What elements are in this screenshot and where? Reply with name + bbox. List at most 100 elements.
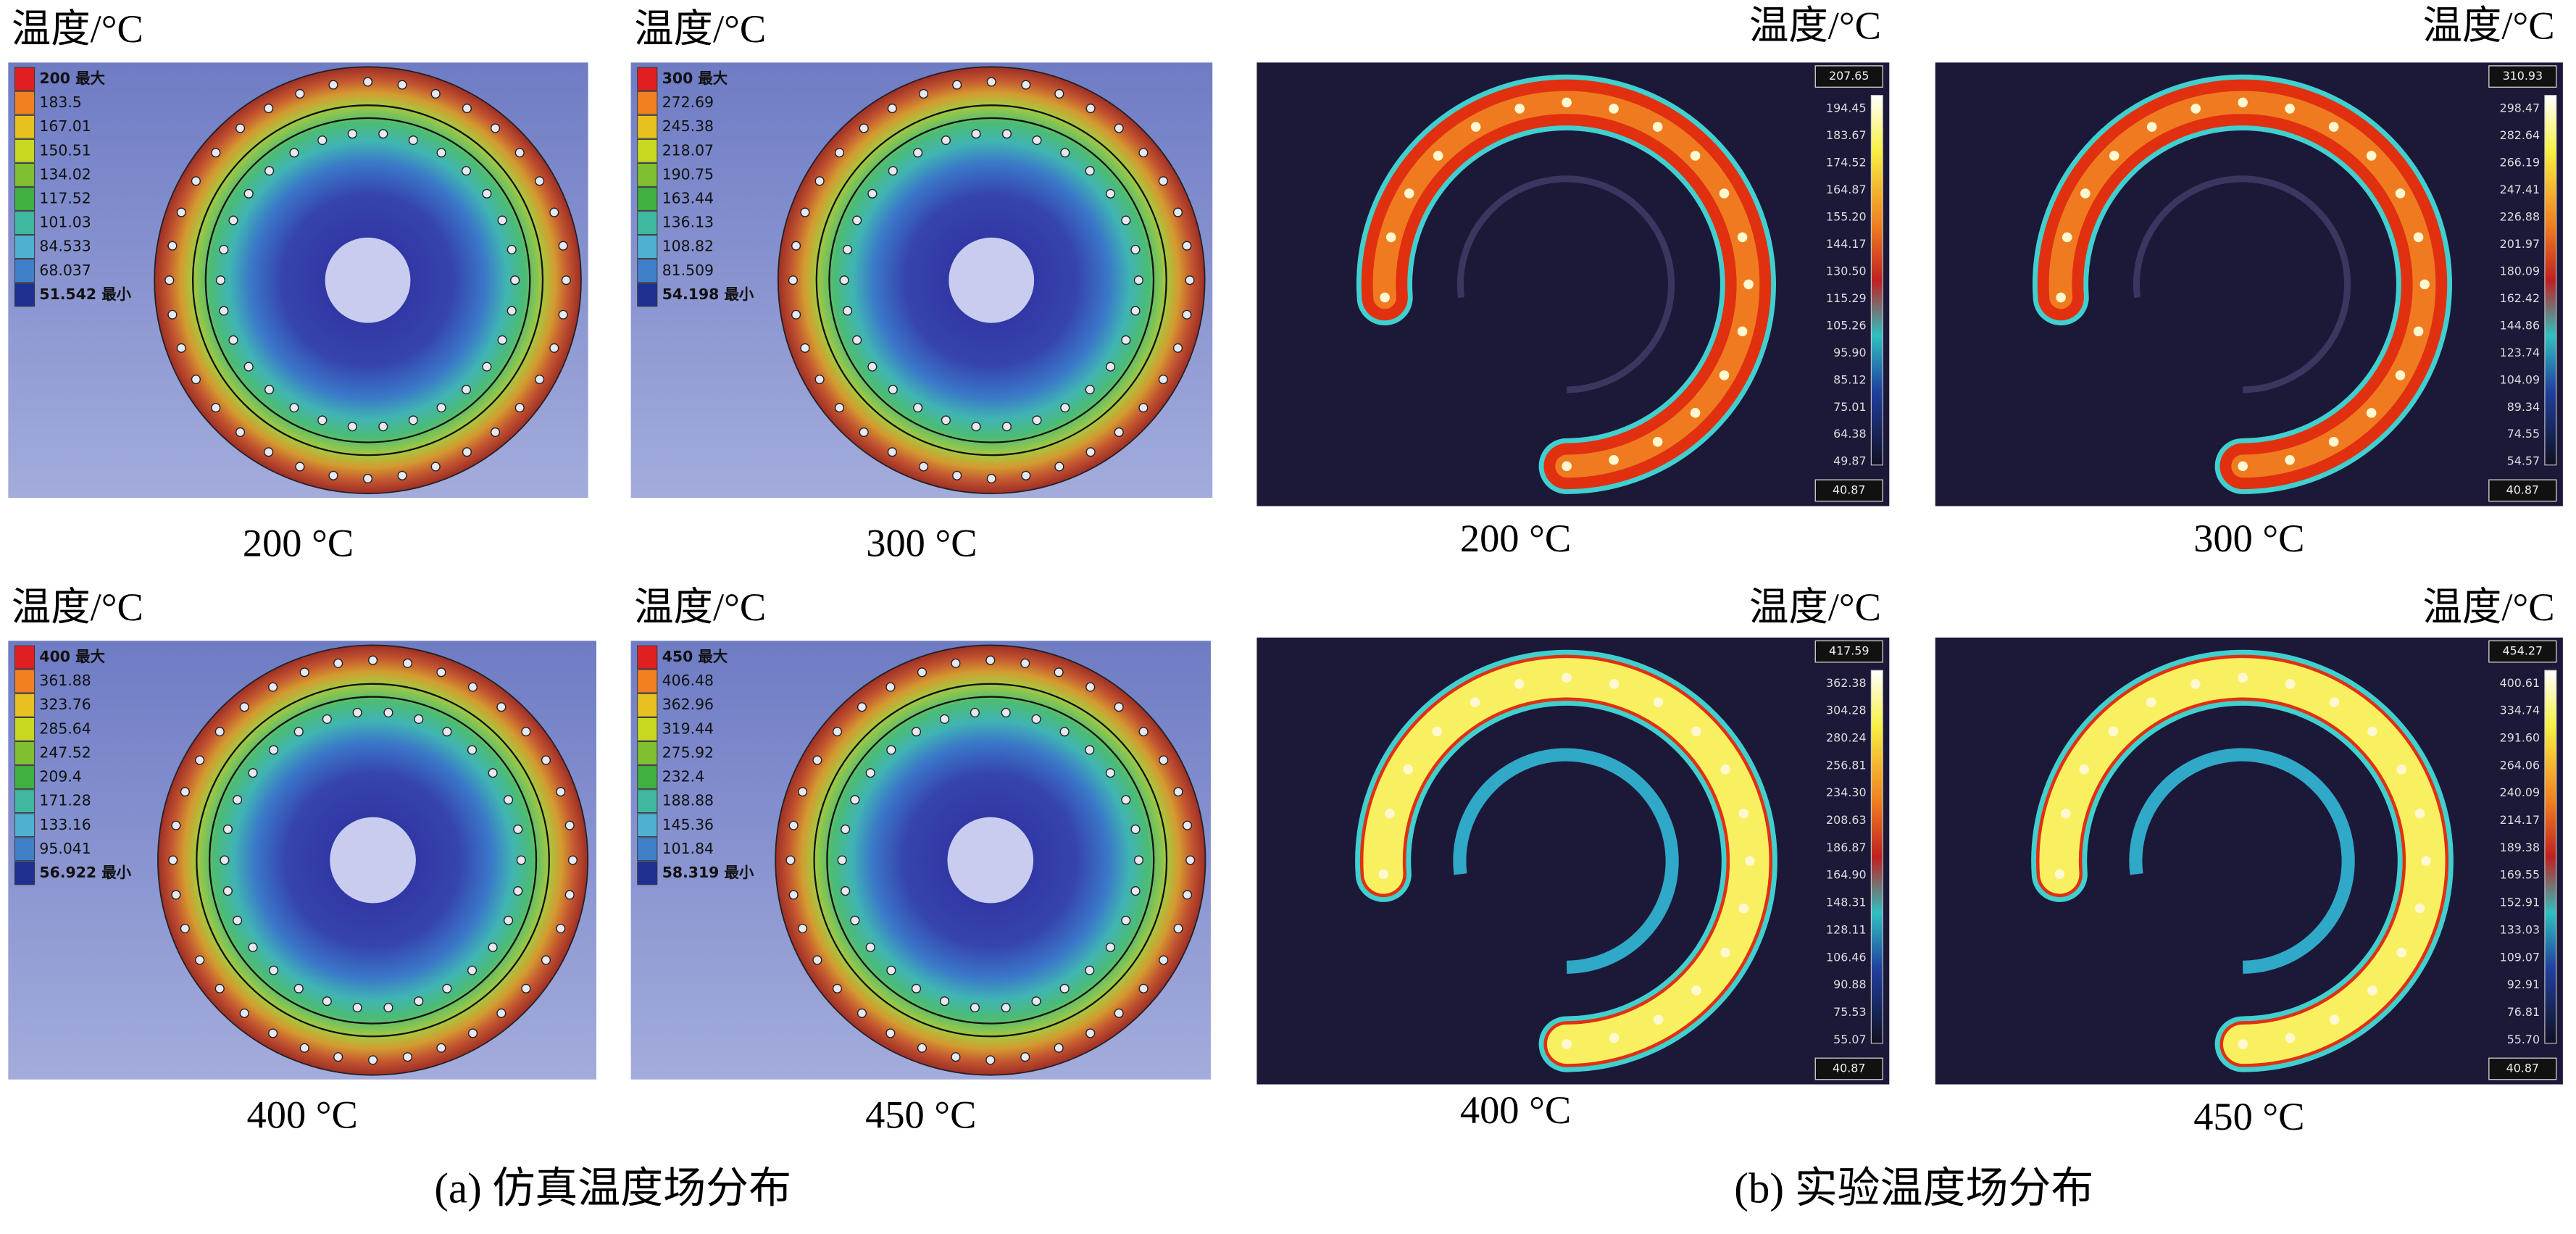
legend-swatch bbox=[14, 861, 36, 885]
panel-title: 温度/°C bbox=[2423, 585, 2555, 629]
bolt-hole bbox=[430, 462, 441, 472]
bolt-hole bbox=[243, 362, 254, 372]
bolt-hole bbox=[887, 447, 897, 457]
heat-dot bbox=[2285, 679, 2296, 689]
legend-label: 400 最大 bbox=[39, 648, 105, 665]
legend-swatch bbox=[14, 211, 36, 235]
bolt-hole bbox=[219, 306, 229, 316]
scale-label: 164.87 bbox=[1826, 183, 1867, 196]
heat-dot bbox=[2366, 408, 2377, 418]
bolt-hole bbox=[1085, 965, 1095, 975]
bolt-hole bbox=[295, 88, 305, 99]
bolt-hole bbox=[1059, 727, 1070, 737]
legend-label: 136.13 bbox=[662, 214, 714, 231]
min-label: 40.87 bbox=[2506, 483, 2539, 496]
min-box bbox=[1814, 479, 1883, 502]
heat-dot bbox=[2329, 1014, 2340, 1025]
bolt-hole bbox=[228, 215, 238, 225]
legend-swatch bbox=[637, 211, 658, 235]
heat-dot bbox=[2413, 326, 2424, 337]
bolt-hole bbox=[171, 820, 181, 830]
bolt-hole bbox=[293, 727, 304, 737]
legend-label: 232.4 bbox=[662, 768, 704, 785]
legend-label: 188.88 bbox=[662, 792, 714, 809]
heat-dot bbox=[1562, 1039, 1572, 1049]
panel-caption: 400 °C bbox=[1460, 1088, 1571, 1132]
legend-swatch bbox=[14, 163, 36, 187]
bolt-hole bbox=[176, 343, 186, 353]
scale-label: 169.55 bbox=[2500, 868, 2540, 882]
bolt-hole bbox=[1020, 658, 1030, 668]
bolt-hole bbox=[888, 385, 898, 395]
scale-label: 109.07 bbox=[2500, 950, 2540, 964]
bolt-hole bbox=[850, 915, 860, 925]
heat-dot bbox=[1378, 869, 1389, 880]
legend-swatch bbox=[637, 693, 658, 717]
scale-label: 133.03 bbox=[2500, 922, 2540, 936]
bolt-hole bbox=[1130, 244, 1141, 255]
bolt-hole bbox=[317, 135, 328, 146]
legend-label: 450 最大 bbox=[662, 648, 728, 665]
scale-label: 226.88 bbox=[2500, 209, 2540, 223]
min-box bbox=[2488, 479, 2557, 502]
bolt-hole bbox=[850, 795, 860, 805]
legend-label: 323.76 bbox=[39, 696, 91, 713]
legend-label: 81.509 bbox=[662, 262, 714, 279]
bolt-hole bbox=[228, 335, 238, 345]
inner-arc bbox=[1456, 175, 1675, 393]
heat-dot bbox=[1652, 436, 1663, 447]
heat-dot bbox=[2395, 370, 2406, 380]
bolt-hole bbox=[328, 470, 338, 480]
bolt-hole bbox=[856, 702, 867, 712]
heat-dot bbox=[1690, 151, 1701, 161]
bolt-hole bbox=[378, 422, 388, 432]
legend-swatch bbox=[14, 813, 36, 838]
bolt-hole bbox=[911, 727, 922, 737]
bolt-hole bbox=[497, 215, 507, 225]
bolt-hole bbox=[496, 1008, 507, 1018]
bolt-hole bbox=[322, 714, 332, 724]
heat-dot bbox=[2328, 122, 2339, 132]
bolt-hole bbox=[1121, 335, 1131, 345]
heat-dot bbox=[2414, 808, 2425, 819]
bolt-hole bbox=[561, 275, 571, 285]
bolt-hole bbox=[211, 403, 221, 413]
bolt-hole bbox=[970, 1003, 980, 1013]
bolt-hole bbox=[785, 855, 796, 865]
bolt-hole bbox=[939, 996, 950, 1006]
bolt-hole bbox=[812, 955, 822, 965]
bolt-hole bbox=[971, 129, 981, 139]
bolt-hole bbox=[952, 470, 962, 480]
bolt-hole bbox=[1138, 403, 1149, 413]
legend-swatch bbox=[637, 717, 658, 741]
bolt-hole bbox=[233, 915, 243, 925]
bolt-hole bbox=[1021, 80, 1031, 90]
legend-label: 285.64 bbox=[39, 720, 91, 737]
bolt-hole bbox=[970, 707, 980, 718]
bolt-hole bbox=[913, 148, 923, 158]
bolt-hole bbox=[556, 787, 566, 797]
bolt-hole bbox=[856, 1008, 867, 1018]
bolt-hole bbox=[1059, 983, 1070, 993]
panel-title: 温度/°C bbox=[12, 585, 143, 629]
bolt-hole bbox=[986, 77, 996, 87]
scale-label: 164.90 bbox=[1826, 868, 1867, 882]
heat-dot bbox=[2054, 869, 2065, 880]
bolt-hole bbox=[549, 343, 559, 353]
color-bar bbox=[2544, 670, 2557, 1044]
bolt-hole bbox=[1001, 1003, 1011, 1013]
ring bbox=[828, 117, 1155, 443]
legend-label: 133.16 bbox=[39, 816, 91, 833]
max-label: 310.93 bbox=[2503, 69, 2543, 83]
bolt-hole bbox=[564, 820, 575, 830]
heat-dot bbox=[2238, 461, 2248, 472]
bolt-hole bbox=[269, 965, 279, 975]
scale-label: 55.70 bbox=[2507, 1033, 2540, 1046]
bolt-hole bbox=[800, 207, 810, 217]
max-label: 417.59 bbox=[1829, 644, 1870, 658]
scale-label: 334.74 bbox=[2500, 704, 2540, 717]
bolt-hole bbox=[1138, 148, 1149, 158]
legend-swatch bbox=[14, 741, 36, 765]
scale-label: 128.11 bbox=[1826, 922, 1867, 936]
bolt-hole bbox=[1138, 983, 1149, 993]
